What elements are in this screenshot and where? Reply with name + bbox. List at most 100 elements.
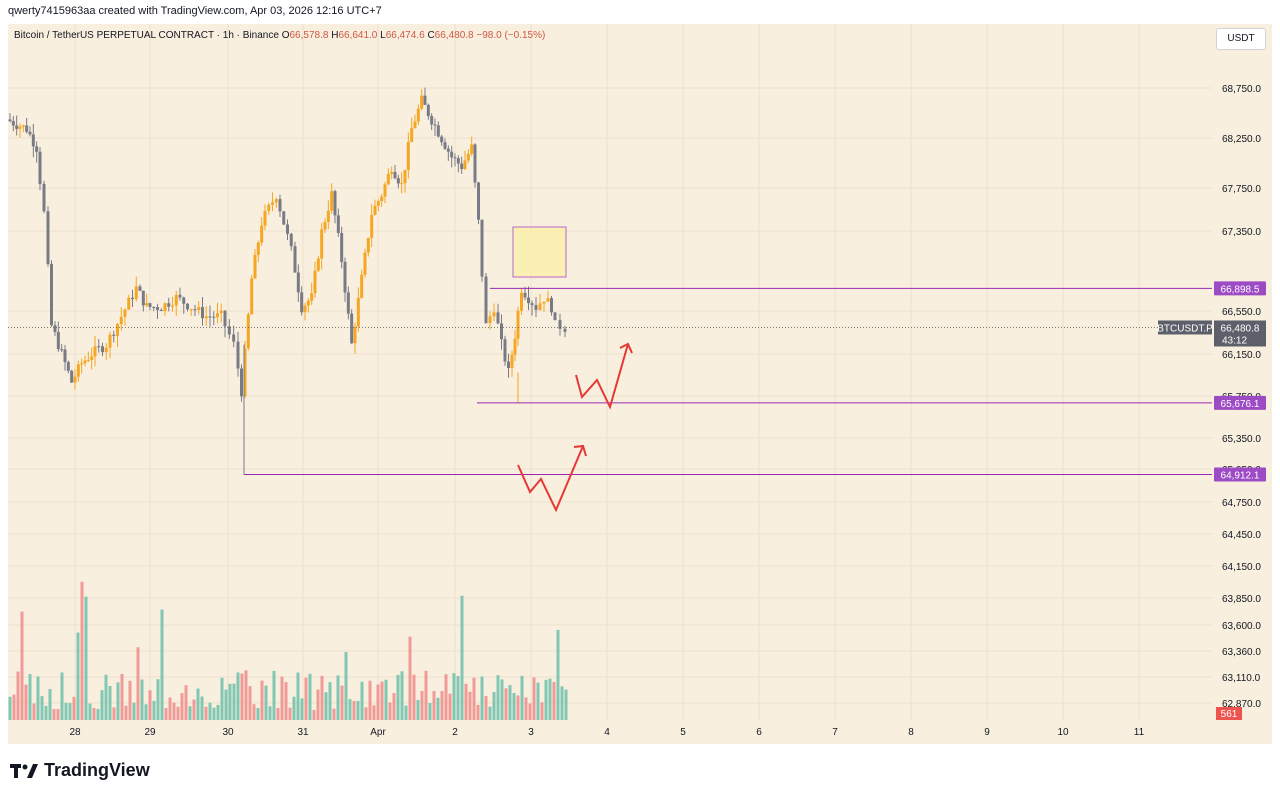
candle-body [267,204,271,211]
volume-bar [28,674,32,720]
candle-body [174,294,178,306]
currency-button[interactable]: USDT [1216,28,1266,50]
volume-bar [20,611,24,720]
volume-bar [200,696,204,720]
candle-body [333,191,337,216]
volume-bar [316,689,320,720]
volume-bar [484,695,488,720]
volume-bar [384,679,388,720]
candle-body [316,258,320,271]
candle-body [330,191,334,211]
volume-bar [12,694,16,720]
candle-body [260,225,264,243]
candle-body [503,339,507,362]
volume-bar [508,685,512,720]
candle-body [171,305,174,307]
projection-arrowhead-upper [619,342,633,354]
volume-bar [304,677,308,720]
time-axis-label: 30 [222,727,234,738]
candle-body [507,361,510,368]
candle-body [243,348,247,397]
volume-bar [188,706,192,720]
time-axis-label: 28 [69,727,81,738]
volume-bar [156,679,160,720]
current-price-tag [1214,320,1266,347]
volume-bar [32,703,36,720]
highlight-box[interactable] [512,226,567,278]
low-value: 66,474.6 [385,30,425,41]
volume-bar [68,703,72,720]
candle-body [21,125,25,127]
candle-body [35,146,39,152]
candle-body [253,254,257,279]
candle-body [250,278,254,315]
candle-body [366,237,370,253]
candle-body [182,297,186,304]
volume-bar [272,670,276,720]
volume-bar [176,706,180,720]
candle-body [446,148,450,152]
volume-bar [112,707,116,720]
candle-body [131,297,134,300]
candle-body [178,294,182,298]
candle-body [18,126,22,129]
symbol-name: Bitcoin / TetherUS PERPETUAL CONTRACT · … [14,30,279,41]
candle-body [466,153,470,161]
open-label: O [281,30,290,41]
volume-bar [468,691,472,720]
candle-body [141,290,145,306]
candle-body [513,338,517,355]
projection-arrow-lower[interactable] [517,445,584,513]
volume-bar [80,581,84,720]
level-price-tag [1214,395,1266,410]
time-axis-label: 11 [1134,727,1145,738]
candle-body [460,163,464,170]
volume-bar [556,629,560,720]
candle-body [423,95,427,105]
candle-body [492,312,496,317]
price-axis-label: 63,110.0 [1222,673,1261,684]
candle-body [350,313,354,344]
volume-bar [504,688,508,720]
volume-bar [148,690,152,720]
low-label: L [380,30,386,41]
volume-bar [108,686,112,720]
volume-bar [376,684,380,720]
candle-body [108,334,112,348]
volume-bar [388,702,392,720]
volume-bar [432,690,436,720]
candle-body [527,297,530,304]
candle-body [380,196,384,202]
volume-bar [460,595,464,720]
volume-bar [212,707,216,720]
candle-body [456,158,460,164]
volume-bar [332,708,336,720]
candle-body [484,276,488,324]
tradingview-logo[interactable]: TradingView [10,760,150,781]
candle-body [413,121,417,129]
chart-area[interactable] [8,24,1272,744]
tradingview-brand-text: TradingView [44,760,150,780]
candle-body [300,292,304,313]
candle-body [373,205,377,215]
volume-bar [364,707,368,720]
symbol-legend[interactable]: Bitcoin / TetherUS PERPETUAL CONTRACT · … [14,30,545,41]
volume-bar [512,692,516,720]
volume-bar [296,672,300,720]
candle-body [104,347,108,353]
candle-body [286,224,289,234]
candle-body [477,182,480,220]
volume-bar [428,703,432,720]
volume-bar [168,697,172,720]
candle-body [323,221,327,230]
projection-arrow-upper[interactable] [575,343,629,410]
volume-bar [520,675,524,720]
volume-bar [336,675,340,720]
candle-body [50,263,53,326]
volume-bar [204,706,208,720]
volume-bar [244,670,248,720]
level-price-tag [1214,281,1266,296]
candle-body [8,119,12,122]
volume-bar [232,683,236,720]
